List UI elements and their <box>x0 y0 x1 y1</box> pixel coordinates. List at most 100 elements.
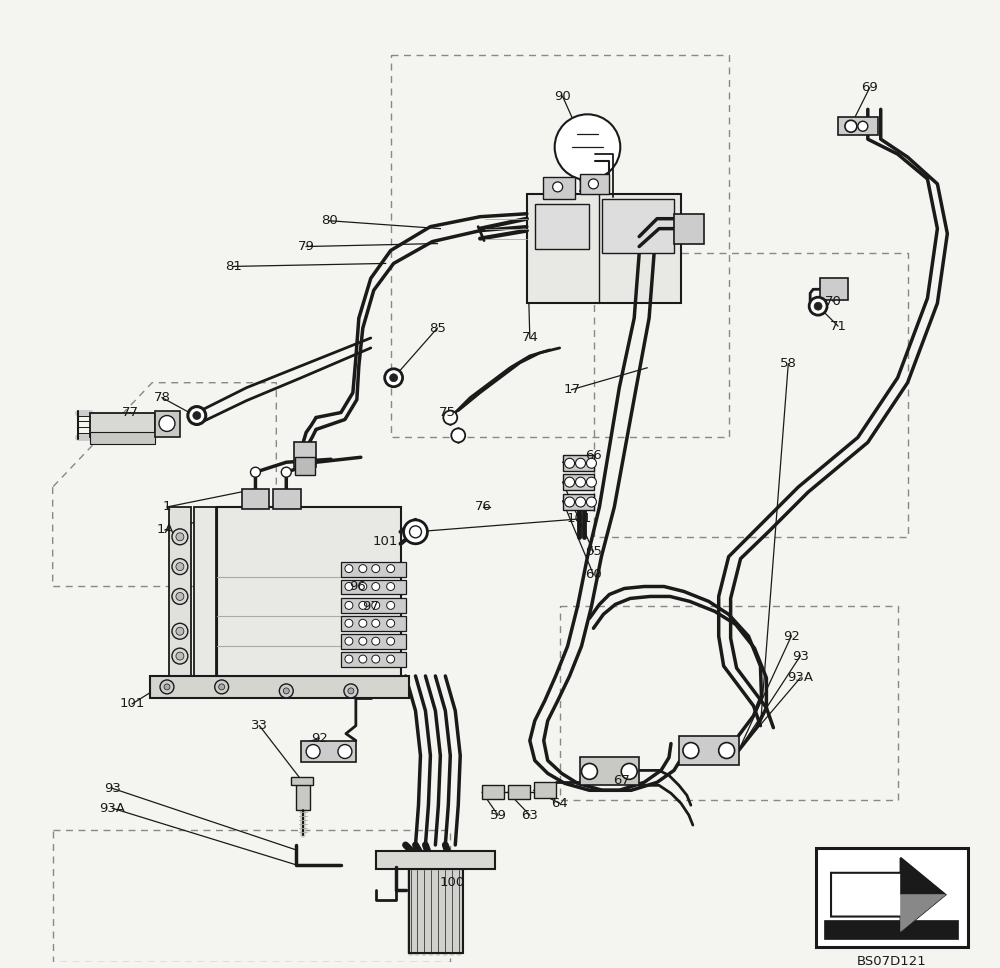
Text: 66: 66 <box>585 449 602 462</box>
Circle shape <box>845 120 857 133</box>
Circle shape <box>387 564 395 573</box>
Text: 81: 81 <box>225 260 242 273</box>
Circle shape <box>621 764 637 779</box>
Circle shape <box>858 121 868 132</box>
Text: 75: 75 <box>439 406 456 419</box>
Bar <box>674 214 704 244</box>
Circle shape <box>345 601 353 610</box>
Circle shape <box>345 655 353 663</box>
Circle shape <box>176 532 184 541</box>
Text: 65: 65 <box>585 545 602 559</box>
Bar <box>295 457 315 475</box>
Circle shape <box>372 583 380 590</box>
Circle shape <box>576 458 585 469</box>
Circle shape <box>372 620 380 627</box>
Text: 101: 101 <box>120 697 145 711</box>
Circle shape <box>387 637 395 645</box>
Circle shape <box>219 684 225 690</box>
Circle shape <box>555 114 620 180</box>
Circle shape <box>565 458 575 469</box>
Circle shape <box>683 742 699 759</box>
Circle shape <box>359 655 367 663</box>
Text: 58: 58 <box>780 357 797 371</box>
Text: 77: 77 <box>122 406 139 419</box>
Text: 63: 63 <box>521 808 538 822</box>
Text: 79: 79 <box>298 240 315 253</box>
Circle shape <box>281 468 291 477</box>
Circle shape <box>359 601 367 610</box>
Bar <box>409 869 463 953</box>
Circle shape <box>372 601 380 610</box>
Polygon shape <box>831 858 945 931</box>
Bar <box>543 177 575 198</box>
Bar <box>376 851 495 869</box>
Circle shape <box>719 742 735 759</box>
Circle shape <box>588 179 598 189</box>
Text: 78: 78 <box>154 391 170 404</box>
Bar <box>242 489 269 509</box>
Bar <box>482 785 504 800</box>
Circle shape <box>359 637 367 645</box>
Circle shape <box>372 637 380 645</box>
Circle shape <box>565 497 575 507</box>
Bar <box>580 758 639 785</box>
Bar <box>296 782 310 810</box>
Circle shape <box>345 637 353 645</box>
Circle shape <box>283 688 289 694</box>
Bar <box>155 410 180 438</box>
Bar <box>194 507 216 681</box>
Bar <box>341 617 406 631</box>
Circle shape <box>387 583 395 590</box>
Circle shape <box>553 182 563 192</box>
Text: 90: 90 <box>554 90 571 103</box>
Polygon shape <box>901 858 945 894</box>
Text: 92: 92 <box>311 732 328 745</box>
Text: 101: 101 <box>567 512 592 526</box>
Circle shape <box>565 477 575 487</box>
Text: 76: 76 <box>475 500 492 513</box>
Bar <box>824 920 958 939</box>
Circle shape <box>338 744 352 759</box>
Bar <box>816 848 968 948</box>
Circle shape <box>372 655 380 663</box>
Circle shape <box>172 649 188 664</box>
Bar <box>291 777 313 785</box>
Circle shape <box>172 589 188 604</box>
Bar <box>602 198 674 254</box>
Bar <box>341 580 406 594</box>
Text: 96: 96 <box>349 580 366 593</box>
Circle shape <box>387 620 395 627</box>
Circle shape <box>279 684 293 698</box>
Circle shape <box>576 497 585 507</box>
Circle shape <box>160 680 174 694</box>
Circle shape <box>164 684 170 690</box>
Bar <box>341 598 406 614</box>
Text: 101: 101 <box>373 535 398 548</box>
Bar <box>301 741 356 763</box>
Text: 92: 92 <box>783 630 800 643</box>
Bar <box>563 494 594 510</box>
Bar <box>580 174 609 194</box>
Circle shape <box>410 526 421 538</box>
Circle shape <box>390 374 398 381</box>
Circle shape <box>215 680 229 694</box>
Circle shape <box>586 458 596 469</box>
Circle shape <box>176 652 184 660</box>
Circle shape <box>176 562 184 570</box>
Circle shape <box>172 623 188 639</box>
Circle shape <box>814 302 822 310</box>
Bar <box>341 561 406 577</box>
Circle shape <box>345 620 353 627</box>
Bar <box>150 676 409 698</box>
Circle shape <box>193 411 201 419</box>
Bar <box>294 442 316 468</box>
Circle shape <box>385 369 403 386</box>
Circle shape <box>176 627 184 635</box>
Bar <box>838 117 878 136</box>
Bar <box>820 279 848 300</box>
Text: 80: 80 <box>321 214 337 227</box>
Circle shape <box>582 764 597 779</box>
Text: 100: 100 <box>440 876 465 890</box>
Circle shape <box>387 601 395 610</box>
Bar <box>90 433 155 444</box>
